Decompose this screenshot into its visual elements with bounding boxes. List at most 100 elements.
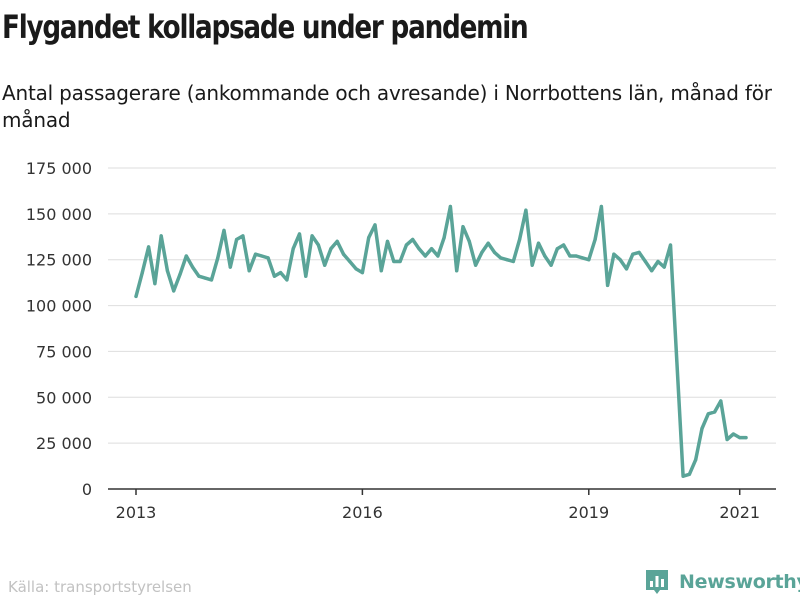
source-note: Källa: transportstyrelsen — [8, 578, 192, 596]
data-point — [700, 426, 704, 431]
data-point — [618, 258, 622, 262]
data-point — [687, 472, 692, 476]
data-point — [323, 263, 327, 267]
data-point — [159, 234, 163, 238]
data-point — [675, 359, 679, 363]
data-point — [436, 254, 440, 258]
data-point — [222, 228, 226, 232]
data-point — [606, 283, 610, 287]
x-tick-label: 2016 — [342, 503, 383, 522]
data-point — [719, 399, 723, 403]
data-point — [341, 252, 346, 256]
data-point — [731, 432, 736, 436]
data-point — [624, 267, 629, 271]
data-point — [474, 263, 478, 267]
data-point — [241, 234, 245, 238]
data-point — [725, 437, 729, 442]
data-point — [398, 259, 402, 264]
data-point — [279, 271, 283, 275]
x-axis: 2013 2016 2019 2021 — [108, 488, 776, 522]
data-point — [599, 204, 604, 209]
y-tick-label: 125 000 — [26, 251, 92, 270]
brand-logo: Newsworthy — [644, 568, 800, 596]
data-point — [348, 259, 352, 264]
data-point — [643, 259, 648, 264]
data-point — [518, 237, 522, 242]
bar-chart-logo-icon — [646, 570, 668, 594]
data-point — [480, 250, 484, 254]
data-point — [744, 436, 748, 440]
data-point — [134, 294, 138, 298]
data-point — [549, 263, 553, 267]
data-point — [373, 223, 377, 227]
data-point — [140, 271, 144, 275]
data-point — [297, 232, 302, 236]
data-point — [555, 247, 559, 251]
y-tick-label: 50 000 — [36, 388, 92, 407]
data-point — [536, 241, 541, 245]
data-point — [385, 239, 390, 243]
data-point — [448, 204, 452, 209]
data-point — [706, 412, 710, 416]
data-point — [543, 254, 547, 258]
data-point — [656, 259, 660, 264]
data-point — [379, 269, 383, 273]
line-chart: 0 25 000 50 000 75 000 100 000 125 000 150 000… — [26, 159, 776, 522]
data-point — [335, 239, 339, 243]
x-tick-label: 2021 — [719, 503, 760, 522]
data-point — [492, 250, 497, 254]
data-point — [266, 256, 270, 260]
data-point — [668, 243, 673, 247]
data-point — [631, 252, 635, 256]
data-point — [511, 259, 515, 264]
data-point — [637, 250, 641, 254]
data-point — [505, 258, 509, 262]
data-point — [738, 436, 742, 440]
x-tick-label: 2019 — [568, 503, 609, 522]
series-layer — [134, 204, 748, 478]
data-point — [247, 269, 251, 273]
data-point — [316, 243, 320, 247]
series-line — [134, 204, 748, 478]
gridlines — [108, 167, 776, 444]
y-axis-labels: 0 25 000 50 000 75 000 100 000 125 000 150 000… — [26, 159, 92, 499]
data-point — [467, 239, 471, 243]
data-point — [165, 269, 169, 273]
data-point — [147, 245, 151, 249]
data-point — [568, 254, 572, 258]
data-point — [253, 252, 258, 256]
y-tick-label: 0 — [82, 480, 92, 499]
y-tick-label: 175 000 — [26, 159, 92, 178]
data-point — [216, 256, 220, 260]
data-point — [260, 254, 264, 258]
y-tick-label: 75 000 — [36, 342, 92, 361]
y-tick-label: 25 000 — [36, 434, 92, 453]
data-point — [235, 237, 239, 242]
data-point — [203, 276, 207, 280]
data-point — [713, 410, 717, 414]
data-point — [404, 243, 408, 247]
data-point — [593, 237, 597, 242]
y-tick-label: 100 000 — [26, 297, 92, 316]
data-point — [272, 274, 276, 278]
data-point — [423, 254, 427, 258]
data-point — [442, 236, 446, 240]
data-point — [172, 289, 176, 293]
data-point — [417, 247, 421, 251]
data-point — [455, 269, 459, 273]
data-point — [209, 278, 214, 282]
data-point — [392, 259, 396, 264]
data-point — [360, 271, 364, 275]
data-point — [367, 236, 371, 240]
data-point — [530, 263, 534, 267]
data-point — [411, 237, 415, 242]
data-point — [587, 258, 591, 262]
data-point — [662, 265, 666, 269]
data-point — [285, 278, 289, 282]
brand-name: Newsworthy — [679, 571, 800, 593]
data-point — [153, 282, 157, 286]
data-point — [574, 254, 578, 258]
data-point — [681, 474, 685, 478]
data-point — [486, 241, 490, 245]
y-tick-label: 150 000 — [26, 205, 92, 224]
